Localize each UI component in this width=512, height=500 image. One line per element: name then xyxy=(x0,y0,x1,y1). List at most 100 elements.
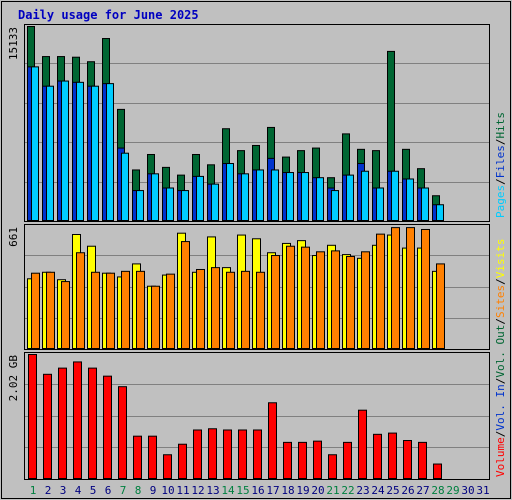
bar-sites-day-25 xyxy=(391,227,400,349)
x-tick-label-day-4: 4 xyxy=(75,484,82,497)
legend-separator: / xyxy=(494,278,507,285)
bar-sites-day-7 xyxy=(121,270,130,350)
x-tick-label-day-29: 29 xyxy=(446,484,459,497)
bar-pages-day-19 xyxy=(301,172,309,221)
bar-sites-day-19 xyxy=(301,246,310,350)
legend: Volume/Vol. In/Vol. Out/Sites/Visits xyxy=(494,239,507,477)
bar-sites-day-22 xyxy=(346,255,355,350)
x-tick-label-day-13: 13 xyxy=(206,484,219,497)
bar-sites-day-27 xyxy=(421,228,430,349)
bar-volume-day-22 xyxy=(343,441,352,479)
x-tick-label-day-27: 27 xyxy=(416,484,429,497)
bar-pages-day-9 xyxy=(151,173,159,221)
bar-volume-day-5 xyxy=(88,367,97,479)
x-tick-label-day-22: 22 xyxy=(341,484,354,497)
bar-pages-day-10 xyxy=(166,187,174,221)
bar-pages-day-20 xyxy=(316,177,324,221)
bar-pages-day-11 xyxy=(181,190,189,221)
bar-pages-day-25 xyxy=(391,170,399,221)
x-tick-label-day-6: 6 xyxy=(105,484,112,497)
legend-item-hits: Hits xyxy=(494,112,507,139)
bar-sites-day-16 xyxy=(256,271,265,349)
legend-separator: / xyxy=(494,139,507,146)
y-max-label-volume: 2.02 GB xyxy=(7,355,20,402)
bar-volume-day-26 xyxy=(403,440,412,480)
bar-sites-day-4 xyxy=(76,252,85,349)
bar-sites-day-26 xyxy=(406,227,415,349)
bar-volume-day-15 xyxy=(238,429,247,480)
bar-volume-day-4 xyxy=(73,361,82,480)
bar-pages-day-22 xyxy=(346,174,354,221)
bar-pages-day-26 xyxy=(406,178,414,221)
bar-pages-day-14 xyxy=(226,163,234,222)
bar-pages-day-17 xyxy=(271,169,279,221)
x-tick-label-day-15: 15 xyxy=(236,484,249,497)
bar-volume-day-1 xyxy=(28,354,37,479)
x-tick-label-day-12: 12 xyxy=(191,484,204,497)
x-tick-label-day-23: 23 xyxy=(356,484,369,497)
bar-pages-day-24 xyxy=(376,187,384,221)
bar-sites-day-2 xyxy=(46,271,55,349)
x-tick-label-day-9: 9 xyxy=(150,484,157,497)
chart-title: Daily usage for June 2025 xyxy=(18,8,199,22)
bar-sites-day-21 xyxy=(331,250,340,350)
bar-pages-day-21 xyxy=(331,190,339,221)
x-tick-label-day-3: 3 xyxy=(60,484,67,497)
bar-volume-day-8 xyxy=(133,435,142,479)
bar-sites-day-6 xyxy=(106,272,115,350)
x-tick-label-day-24: 24 xyxy=(371,484,385,497)
legend-separator: / xyxy=(494,318,507,325)
bar-volume-day-14 xyxy=(223,429,232,480)
bar-volume-day-17 xyxy=(268,402,277,480)
bar-pages-day-23 xyxy=(361,170,369,221)
bar-sites-day-24 xyxy=(376,233,385,349)
x-tick-label-day-18: 18 xyxy=(281,484,294,497)
bar-sites-day-8 xyxy=(136,270,145,350)
bar-sites-day-3 xyxy=(61,281,70,349)
bar-volume-day-27 xyxy=(418,441,427,479)
x-tick-label-day-31: 31 xyxy=(476,484,489,497)
bar-volume-day-10 xyxy=(163,454,172,480)
bar-volume-day-11 xyxy=(178,443,187,479)
bar-sites-day-10 xyxy=(166,273,175,349)
bar-volume-day-16 xyxy=(253,429,262,480)
bar-sites-day-11 xyxy=(181,241,190,349)
bar-sites-day-13 xyxy=(211,267,220,349)
bar-sites-day-9 xyxy=(151,285,160,350)
legend-item-volin: Vol. In xyxy=(494,384,507,430)
bar-sites-day-14 xyxy=(226,271,235,349)
legend-separator: / xyxy=(494,378,507,385)
legend-item-volout: Vol. Out xyxy=(494,325,507,378)
panel-frame-visits-sites xyxy=(24,224,490,350)
bar-volume-day-6 xyxy=(103,375,112,479)
bar-volume-day-13 xyxy=(208,428,217,479)
legend-item-volume: Volume xyxy=(494,437,507,477)
bar-volume-day-28 xyxy=(433,463,442,479)
bar-pages-day-12 xyxy=(196,175,204,221)
x-tick-label-day-25: 25 xyxy=(386,484,399,497)
x-tick-label-day-11: 11 xyxy=(176,484,189,497)
bar-volume-day-24 xyxy=(373,433,382,479)
bar-volume-day-23 xyxy=(358,409,367,479)
bar-volume-day-12 xyxy=(193,429,202,480)
bar-sites-day-5 xyxy=(91,271,100,349)
bar-volume-day-25 xyxy=(388,432,397,480)
x-tick-label-day-5: 5 xyxy=(90,484,97,497)
bar-sites-day-28 xyxy=(436,263,445,350)
bar-pages-day-5 xyxy=(91,85,99,221)
x-tick-label-day-19: 19 xyxy=(296,484,309,497)
bar-pages-day-2 xyxy=(46,85,54,221)
bar-pages-day-15 xyxy=(241,173,249,221)
bar-volume-day-7 xyxy=(118,386,127,480)
legend-separator: / xyxy=(494,178,507,185)
x-tick-label-day-2: 2 xyxy=(45,484,52,497)
x-tick-label-day-30: 30 xyxy=(461,484,474,497)
bar-sites-day-23 xyxy=(361,251,370,349)
y-max-label-hits-files-pages: 15133 xyxy=(7,27,20,60)
legend-separator: / xyxy=(494,431,507,438)
legend-item-visits: Visits xyxy=(494,239,507,279)
bar-volume-day-3 xyxy=(58,367,67,479)
x-tick-label-day-28: 28 xyxy=(431,484,444,497)
panel-frame-hits-files-pages xyxy=(24,24,490,222)
